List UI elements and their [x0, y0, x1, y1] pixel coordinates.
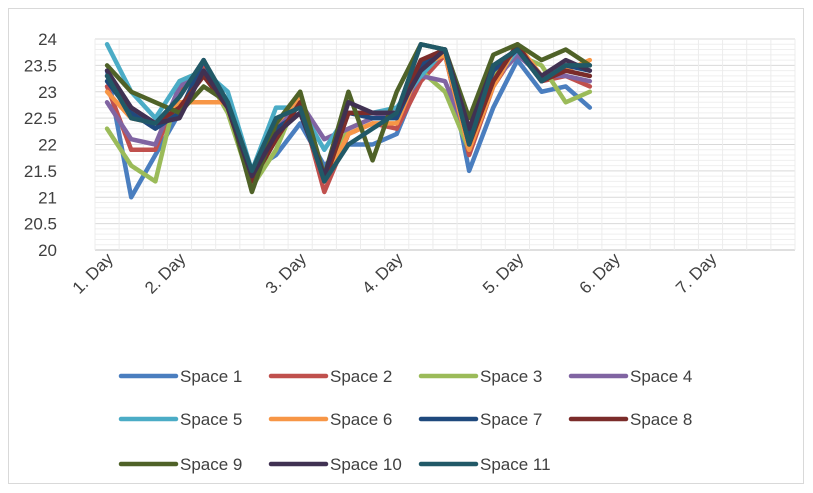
x-tick-label: 3. Day — [262, 249, 311, 298]
series-line-space-11 — [104, 42, 593, 184]
legend-label: Space 3 — [480, 367, 542, 386]
x-tick-label: 2. Day — [141, 249, 190, 298]
legend-label: Space 2 — [330, 367, 392, 386]
y-tick-label: 22 — [38, 136, 57, 155]
legend-label: Space 9 — [180, 455, 242, 474]
series-line-space-3 — [104, 52, 593, 189]
y-tick-label: 20 — [38, 241, 57, 260]
x-tick-label: 7. Day — [672, 249, 721, 298]
chart-frame: 20 20.5 21 21.5 22 22.5 23 23.5 24 1. Day 2. Day 3… — [8, 8, 804, 484]
legend-label: Space 8 — [630, 410, 692, 429]
legend-label: Space 4 — [630, 367, 692, 386]
x-tick-label: 1. Day — [69, 249, 118, 298]
legend-label: Space 6 — [330, 410, 392, 429]
legend-label: Space 7 — [480, 410, 542, 429]
y-tick-label: 21.5 — [24, 162, 57, 181]
y-tick-label: 21 — [38, 188, 57, 207]
legend-label: Space 11 — [480, 455, 551, 474]
x-tick-label: 4. Day — [358, 249, 407, 298]
y-tick-label: 20.5 — [24, 215, 57, 234]
y-tick-label: 23.5 — [24, 56, 57, 75]
x-tick-label: 6. Day — [576, 249, 625, 298]
y-tick-label: 22.5 — [24, 109, 57, 128]
legend-label: Space 5 — [180, 410, 242, 429]
legend-label: Space 1 — [180, 367, 242, 386]
legend-label: Space 10 — [330, 455, 402, 474]
line-chart: 20 20.5 21 21.5 22 22.5 23 23.5 24 1. Day 2. Day 3… — [24, 30, 796, 474]
x-tick-label: 5. Day — [479, 249, 528, 298]
y-tick-label: 24 — [38, 30, 57, 49]
y-tick-label: 23 — [38, 83, 57, 102]
